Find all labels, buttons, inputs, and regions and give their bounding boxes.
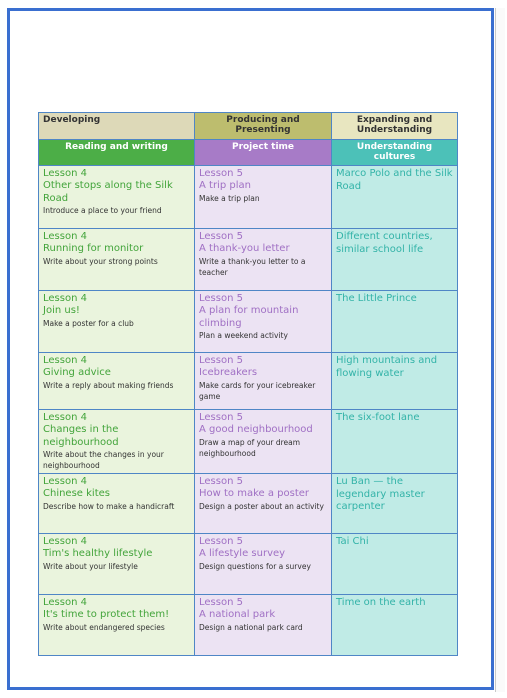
lesson-title: It's time to protect them! xyxy=(43,609,170,620)
lesson-task: Plan a weekend activity xyxy=(199,331,288,340)
reading-cell: Lesson 4 Tim's healthy lifestyle Write abo… xyxy=(38,533,195,595)
lesson-title: Join us! xyxy=(43,305,80,316)
lesson-task: Write about endangered species xyxy=(43,622,165,632)
table-row: Lesson 4 Other stops along the Silk Road I… xyxy=(38,165,458,229)
culture-title: Time on the earth xyxy=(336,597,426,608)
lesson-task: Draw a map of your dream neighbourhood xyxy=(199,437,301,458)
culture-cell: High mountains and flowing water xyxy=(331,352,458,410)
lesson-number: Lesson 4 xyxy=(43,536,87,547)
table-row: Lesson 4 Tim's healthy lifestyle Write abo… xyxy=(38,533,458,595)
lesson-title: How to make a poster xyxy=(199,488,310,499)
reading-cell: Lesson 4 Changes in the neighbourhood Writ… xyxy=(38,409,195,474)
culture-title: The Little Prince xyxy=(336,293,417,304)
lesson-number: Lesson 5 xyxy=(199,536,243,547)
lesson-number: Lesson 4 xyxy=(43,355,87,366)
culture-title: Marco Polo and the Silk Road xyxy=(336,168,453,192)
reading-cell: Lesson 4 Chinese kites Describe how to mak… xyxy=(38,473,195,534)
culture-title: The six-foot lane xyxy=(336,412,420,423)
culture-cell: Tai Chi xyxy=(331,533,458,595)
lesson-number: Lesson 5 xyxy=(199,476,243,487)
culture-cell: Marco Polo and the Silk Road xyxy=(331,165,458,229)
curriculum-table: Developing Producing and Presenting Expa… xyxy=(38,112,458,656)
lesson-task: Write about the changes in your neighbou… xyxy=(43,450,164,470)
culture-cell: Time on the earth xyxy=(331,594,458,656)
lesson-title: A good neighbourhood xyxy=(199,424,313,435)
reading-cell: Lesson 4 Join us! Make a poster for a club xyxy=(38,290,195,353)
reading-cell: Lesson 4 It's time to protect them! Write … xyxy=(38,594,195,656)
header-expanding-understanding: Expanding and Understanding xyxy=(331,112,458,140)
lesson-number: Lesson 5 xyxy=(199,168,243,179)
lesson-number: Lesson 4 xyxy=(43,476,87,487)
culture-cell: Different countries, similar school life xyxy=(331,228,458,291)
lesson-number: Lesson 5 xyxy=(199,293,243,304)
lesson-title: Giving advice xyxy=(43,367,111,378)
lesson-task: Write a reply about making friends xyxy=(43,380,174,390)
lesson-number: Lesson 4 xyxy=(43,168,87,179)
lesson-task: Make a trip plan xyxy=(199,193,260,203)
header-row: Developing Producing and Presenting Expa… xyxy=(38,112,458,140)
culture-cell: Lu Ban — the legendary master carpenter xyxy=(331,473,458,534)
lesson-title: A lifestyle survey xyxy=(199,548,286,559)
culture-title: Different countries, similar school life xyxy=(336,231,433,255)
lesson-task: Make a poster for a club xyxy=(43,318,134,328)
lesson-number: Lesson 5 xyxy=(199,231,243,242)
lesson-number: Lesson 4 xyxy=(43,412,87,423)
lesson-number: Lesson 5 xyxy=(199,412,243,423)
lesson-title: Chinese kites xyxy=(43,488,110,499)
header-developing: Developing xyxy=(38,112,195,140)
subheader-understanding-cultures: Understanding cultures xyxy=(331,139,458,166)
culture-title: Lu Ban — the legendary master carpenter xyxy=(336,476,425,512)
lesson-title: Icebreakers xyxy=(199,367,258,378)
culture-title: High mountains and flowing water xyxy=(336,355,438,379)
table-row: Lesson 4 Giving advice Write a reply about… xyxy=(38,352,458,410)
lesson-task: Make cards for your icebreaker game xyxy=(199,380,316,401)
lesson-title: Changes in the neighbourhood xyxy=(43,424,119,448)
table-row: Lesson 4 Running for monitor Write about y… xyxy=(38,228,458,291)
header-producing-presenting: Producing and Presenting xyxy=(194,112,332,140)
lesson-task: Design a national park card xyxy=(199,622,303,632)
scrollbar-strip[interactable] xyxy=(495,8,505,692)
lesson-task: Write about your lifestyle xyxy=(43,561,138,571)
culture-cell: The six-foot lane xyxy=(331,409,458,474)
lesson-task: Write about your strong points xyxy=(43,256,158,266)
lesson-number: Lesson 5 xyxy=(199,597,243,608)
reading-cell: Lesson 4 Running for monitor Write about y… xyxy=(38,228,195,291)
reading-cell: Lesson 4 Giving advice Write a reply about… xyxy=(38,352,195,410)
lesson-task: Describe how to make a handicraft xyxy=(43,501,175,511)
lesson-number: Lesson 4 xyxy=(43,293,87,304)
subheader-row: Reading and writing Project time Underst… xyxy=(38,139,458,166)
subheader-reading-writing: Reading and writing xyxy=(38,139,195,166)
table-row: Lesson 4 Join us! Make a poster for a club… xyxy=(38,290,458,353)
lesson-title: Other stops along the Silk Road xyxy=(43,180,173,204)
subheader-project-time: Project time xyxy=(194,139,332,166)
lesson-number: Lesson 4 xyxy=(43,597,87,608)
lesson-title: Running for monitor xyxy=(43,243,144,254)
table-row: Lesson 4 It's time to protect them! Write … xyxy=(38,594,458,656)
lesson-title: A national park xyxy=(199,609,276,620)
lesson-number: Lesson 4 xyxy=(43,231,87,242)
lesson-task: Design a poster about an activity xyxy=(199,501,324,511)
lesson-title: A plan for mountain climbing xyxy=(199,305,299,329)
culture-cell: The Little Prince xyxy=(331,290,458,353)
lesson-number: Lesson 5 xyxy=(199,355,243,366)
lesson-title: Tim's healthy lifestyle xyxy=(43,548,153,559)
lesson-task: Introduce a place to your friend xyxy=(43,206,162,215)
table-row: Lesson 4 Chinese kites Describe how to mak… xyxy=(38,473,458,534)
lesson-task: Write a thank-you letter to a teacher xyxy=(199,256,306,277)
culture-title: Tai Chi xyxy=(336,536,369,547)
page-frame xyxy=(7,8,494,690)
lesson-task: Design questions for a survey xyxy=(199,561,311,571)
reading-cell: Lesson 4 Other stops along the Silk Road I… xyxy=(38,165,195,229)
lesson-title: A thank-you letter xyxy=(199,243,290,254)
table-row: Lesson 4 Changes in the neighbourhood Writ… xyxy=(38,409,458,474)
lesson-title: A trip plan xyxy=(199,180,251,191)
project-cell: Lesson 5 Icebreakers Make cards for your i… xyxy=(194,352,332,410)
project-cell: Lesson 5 How to make a poster Design a pos… xyxy=(194,473,332,534)
